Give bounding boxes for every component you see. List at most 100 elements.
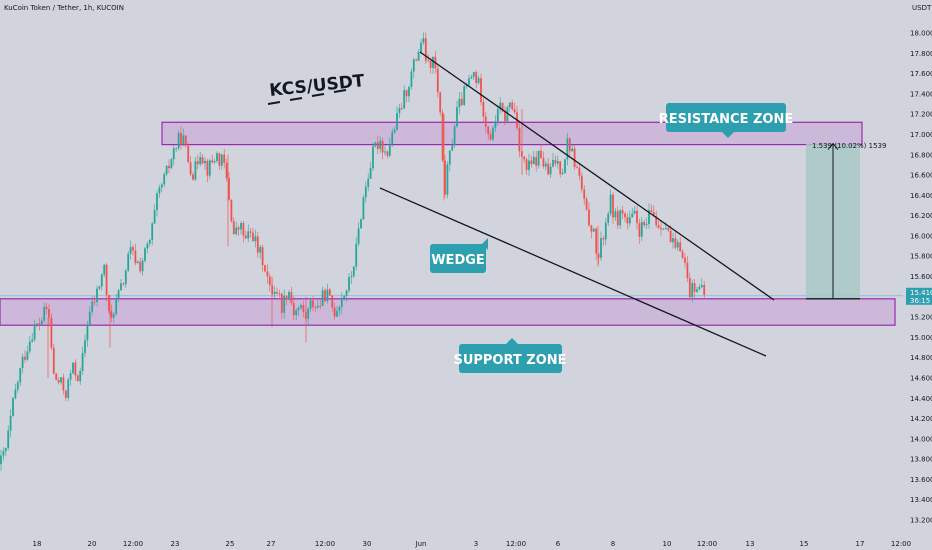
candle-body bbox=[648, 210, 650, 225]
candle-body bbox=[297, 307, 300, 311]
candle-body bbox=[448, 150, 451, 165]
candle-body bbox=[561, 172, 564, 175]
x-tick-label: 12:00 bbox=[506, 540, 526, 548]
y-tick-label: 13.800 bbox=[910, 456, 932, 464]
candle-body bbox=[412, 59, 415, 72]
candle-body bbox=[28, 341, 31, 352]
candle-body bbox=[196, 161, 199, 165]
candle-body bbox=[597, 253, 600, 258]
candle-body bbox=[571, 148, 574, 152]
candle-body bbox=[115, 298, 118, 315]
x-tick-label: 10 bbox=[663, 540, 672, 548]
candle-body bbox=[549, 166, 552, 175]
candle-body bbox=[72, 362, 74, 374]
candle-body bbox=[192, 174, 194, 180]
candle-body bbox=[619, 210, 622, 226]
x-tick-label: 30 bbox=[363, 540, 372, 548]
y-tick-label: 17.200 bbox=[910, 111, 932, 119]
candle-body bbox=[372, 146, 374, 169]
candle-body bbox=[333, 307, 336, 317]
candle-body bbox=[326, 289, 329, 302]
candle-body bbox=[537, 150, 540, 166]
candle-body bbox=[684, 257, 686, 263]
candle-body bbox=[429, 61, 432, 68]
candle-body bbox=[360, 219, 362, 229]
candle-body bbox=[350, 276, 353, 278]
y-tick-label: 16.600 bbox=[910, 172, 932, 180]
candle-body bbox=[362, 197, 365, 220]
candle-body bbox=[249, 231, 252, 233]
x-tick-label: 12:00 bbox=[697, 540, 717, 548]
candle-body bbox=[607, 213, 610, 223]
wedge-lower-line bbox=[379, 187, 767, 357]
candle-body bbox=[463, 86, 466, 105]
candle-body bbox=[564, 159, 566, 173]
candle-body bbox=[566, 138, 569, 160]
candle-body bbox=[9, 415, 12, 431]
candle-body bbox=[624, 213, 626, 218]
x-tick-label: 8 bbox=[611, 540, 615, 548]
candle-body bbox=[508, 102, 511, 108]
y-tick-label: 13.200 bbox=[910, 517, 932, 525]
candle-body bbox=[127, 253, 130, 271]
candle-body bbox=[554, 159, 557, 164]
candle-body bbox=[444, 160, 446, 195]
candle-body bbox=[175, 148, 178, 150]
candle-body bbox=[451, 145, 454, 151]
candle-body bbox=[614, 211, 617, 218]
candle-body bbox=[681, 251, 684, 258]
candle-body bbox=[26, 351, 29, 360]
candle-body bbox=[381, 140, 384, 153]
candle-body bbox=[225, 163, 228, 179]
candle-body bbox=[650, 210, 653, 213]
candle-body bbox=[439, 92, 442, 113]
candle-body bbox=[506, 107, 509, 122]
x-tick-label: Jun bbox=[415, 540, 427, 548]
candle-body bbox=[204, 160, 206, 164]
candle-body bbox=[146, 243, 149, 249]
candle-body bbox=[540, 150, 542, 159]
candle-body bbox=[328, 289, 331, 296]
time-axis[interactable]: 18 20 12:00 23 25 27 12:00 30 Jun 3 12:00 6 8 10 12:00… bbox=[33, 540, 912, 548]
candle-body bbox=[357, 228, 360, 244]
candle-body bbox=[504, 111, 506, 122]
candle-body bbox=[422, 38, 425, 43]
price-axis[interactable]: 18.000 17.800 17.600 17.400 17.200 17.000 16.8… bbox=[910, 30, 932, 525]
candle-body bbox=[552, 159, 554, 167]
x-tick-label: 12:00 bbox=[123, 540, 143, 548]
candle-body bbox=[592, 228, 595, 232]
y-tick-label: 16.800 bbox=[910, 151, 932, 159]
candle-body bbox=[76, 375, 79, 382]
candle-body bbox=[482, 101, 485, 117]
candle-body bbox=[556, 161, 559, 164]
y-tick-label: 18.000 bbox=[910, 30, 932, 38]
candle-body bbox=[525, 159, 528, 170]
candle-body bbox=[40, 320, 43, 325]
candle-body bbox=[206, 160, 209, 176]
candle-body bbox=[321, 290, 324, 306]
candle-body bbox=[331, 295, 334, 308]
candle-body bbox=[2, 451, 5, 456]
candle-body bbox=[244, 235, 247, 239]
candle-body bbox=[74, 362, 77, 376]
candle-body bbox=[151, 223, 154, 241]
candle-body bbox=[120, 283, 122, 291]
candle-body bbox=[129, 247, 132, 254]
candle-body bbox=[91, 301, 94, 312]
candle-body bbox=[348, 277, 350, 291]
y-tick-label: 15.600 bbox=[910, 273, 932, 281]
candle-body bbox=[211, 160, 214, 163]
candle-body bbox=[194, 161, 197, 180]
candle-body bbox=[0, 455, 2, 465]
candle-body bbox=[660, 227, 662, 230]
candle-body bbox=[62, 377, 65, 391]
candlestick-series bbox=[0, 32, 706, 472]
candle-body bbox=[110, 311, 113, 318]
candle-body bbox=[662, 229, 665, 230]
candle-body bbox=[460, 98, 463, 105]
candle-body bbox=[57, 379, 60, 383]
candle-body bbox=[237, 227, 240, 230]
candle-body bbox=[640, 221, 643, 237]
candle-body bbox=[170, 159, 173, 169]
